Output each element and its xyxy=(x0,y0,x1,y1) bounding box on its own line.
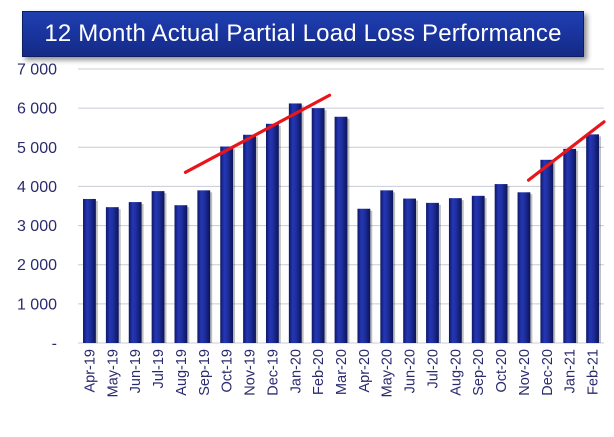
y-tick-label: 1 000 xyxy=(17,296,57,313)
x-tick-label: Apr-19 xyxy=(82,349,98,393)
bar xyxy=(517,192,531,343)
bar xyxy=(220,146,234,343)
bar xyxy=(105,207,119,343)
x-axis: Apr-19 May-19 Jun-19 Jul-19 Aug-19 Sep-19 Oct-… xyxy=(82,349,601,397)
bar xyxy=(265,123,279,343)
trend-line xyxy=(526,120,606,182)
bar xyxy=(174,205,188,343)
x-tick-label: Jan-21 xyxy=(563,349,579,393)
trend-lines xyxy=(183,93,606,182)
x-tick-label: Feb-21 xyxy=(586,349,602,395)
bar xyxy=(403,198,417,343)
x-tick-label: Mar-20 xyxy=(334,349,350,395)
x-tick-label: Oct-20 xyxy=(494,349,510,393)
x-tick-label: Jun-20 xyxy=(403,349,419,393)
x-tick-label: Nov-20 xyxy=(517,349,533,396)
bar xyxy=(563,148,577,343)
y-tick-label: 6 000 xyxy=(17,101,57,118)
x-tick-label: Feb-20 xyxy=(311,349,327,395)
bar xyxy=(334,116,348,343)
x-tick-label: Dec-19 xyxy=(265,349,281,396)
y-tick-label: 5 000 xyxy=(17,140,57,157)
bar xyxy=(128,202,142,343)
bar xyxy=(586,134,599,343)
x-tick-label: Sep-19 xyxy=(197,349,213,396)
x-tick-label: Sep-20 xyxy=(471,349,487,396)
x-tick-label: Nov-19 xyxy=(243,349,259,396)
x-tick-label: May-20 xyxy=(380,349,396,397)
bar xyxy=(357,208,371,343)
y-tick-label: 4 000 xyxy=(17,179,57,196)
x-tick-label: Jul-19 xyxy=(151,349,167,389)
bar xyxy=(311,108,325,344)
bar xyxy=(494,184,508,343)
y-tick-label: 2 000 xyxy=(17,257,57,274)
bar xyxy=(380,190,394,343)
x-tick-label: May-19 xyxy=(105,349,121,397)
bar xyxy=(426,202,439,343)
chart-title: 12 Month Actual Partial Load Loss Perfor… xyxy=(44,20,562,47)
y-axis: - 1 000 2 000 3 000 4 000 5 000 6 000 7 000 xyxy=(17,62,57,353)
bar xyxy=(288,103,302,344)
bar xyxy=(197,190,211,343)
bar xyxy=(243,134,256,343)
x-tick-label: Apr-20 xyxy=(357,349,373,393)
trend-line xyxy=(183,93,332,174)
y-tick-label: 7 000 xyxy=(17,62,57,79)
x-tick-label: Aug-20 xyxy=(448,349,464,396)
x-tick-label: Aug-19 xyxy=(174,349,190,396)
y-tick-label: 3 000 xyxy=(17,218,57,235)
x-tick-label: Dec-20 xyxy=(540,349,556,396)
bar xyxy=(151,191,165,343)
y-tick-label: - xyxy=(52,336,57,353)
bar xyxy=(448,198,462,343)
bars xyxy=(83,103,601,344)
bar xyxy=(471,195,485,343)
x-tick-label: Jul-20 xyxy=(425,349,441,389)
chart-title-banner: 12 Month Actual Partial Load Loss Perfor… xyxy=(22,11,584,57)
x-tick-label: Jun-19 xyxy=(128,349,144,393)
bar xyxy=(540,159,554,343)
x-tick-label: Oct-19 xyxy=(220,349,236,393)
bar xyxy=(83,198,96,343)
x-tick-label: Jan-20 xyxy=(288,349,304,393)
